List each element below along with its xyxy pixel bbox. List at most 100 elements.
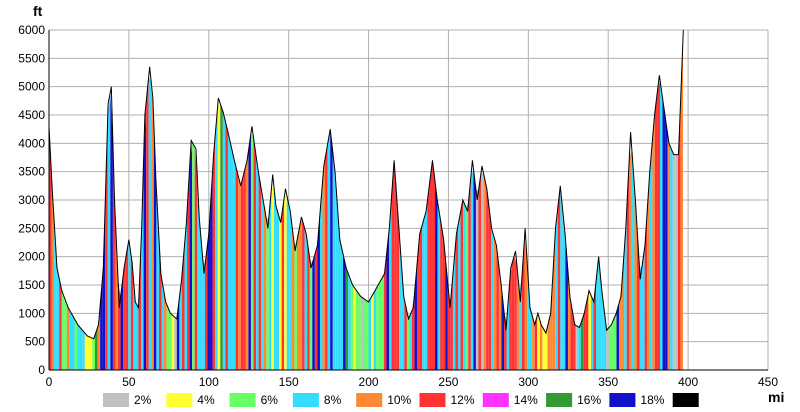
grade-band (296, 227, 300, 370)
legend-label: 2% (134, 393, 152, 407)
y-tick-labels: 0 500 1000 1500 2000 2500 3000 3500 4000 4500 5000… (18, 23, 45, 377)
grade-band (199, 224, 203, 370)
x-tick-label: 450 (758, 375, 778, 389)
grade-band (396, 196, 400, 370)
grade-band (317, 213, 320, 370)
grade-band (463, 200, 466, 370)
grade-band (227, 132, 231, 370)
grade-band (680, 38, 683, 371)
grade-band (312, 254, 315, 370)
y-tick-label: 2500 (18, 221, 45, 235)
grade-band (670, 146, 673, 370)
grade-band (437, 201, 441, 370)
legend-label: 6% (261, 393, 279, 407)
grade-band (465, 204, 469, 370)
grade-band (616, 303, 620, 370)
grade-band (381, 274, 384, 370)
legend-label: 18% (640, 393, 664, 407)
grade-band (171, 314, 175, 370)
grade-band (578, 323, 581, 370)
grade-band (148, 76, 152, 370)
grade-band (442, 233, 446, 370)
grade-band (353, 285, 356, 370)
grade-band (652, 112, 655, 370)
grade-band (662, 98, 666, 370)
grade-band (102, 202, 106, 370)
grade-band (325, 143, 328, 370)
grade-band (212, 135, 216, 370)
grade-band (258, 173, 262, 370)
grade-band (222, 111, 226, 370)
x-tick-label: 200 (359, 375, 379, 389)
grade-band (644, 210, 648, 370)
grade-band (483, 173, 487, 370)
grade-band (330, 129, 333, 370)
grade-band (207, 212, 211, 370)
grade-band (488, 204, 492, 370)
grade-band (629, 150, 632, 370)
legend-swatch (229, 393, 256, 407)
grade-band (532, 315, 535, 370)
grade-band (164, 292, 167, 370)
elevation-outline (48, 29, 684, 340)
grade-band (557, 185, 561, 370)
grade-band (603, 306, 607, 370)
grade-band (596, 256, 599, 370)
legend-swatch (166, 393, 193, 407)
grade-band (174, 316, 177, 370)
grade-band (378, 279, 382, 370)
grade-band (391, 160, 395, 370)
x-tick-label: 300 (518, 375, 538, 389)
grade-band (215, 105, 218, 371)
grade-band (253, 137, 257, 370)
legend-swatch (292, 393, 319, 407)
grade-band (128, 243, 131, 370)
legend-swatch (356, 393, 383, 407)
grade-band (667, 134, 671, 370)
grade-band (486, 185, 489, 370)
grade-band (268, 188, 272, 370)
grade-band (235, 165, 239, 370)
grade-band (120, 275, 124, 370)
grade-band (327, 129, 331, 370)
grade-band (355, 289, 359, 370)
grade-band (550, 279, 553, 370)
grade-band (77, 323, 80, 370)
elevation-line (48, 29, 684, 340)
grade-band (202, 254, 205, 370)
grade-band (263, 203, 267, 370)
grade-band (240, 175, 244, 370)
grade-band (335, 176, 338, 370)
grade-band (580, 316, 584, 370)
grade-band (184, 211, 188, 370)
grade-band (143, 102, 147, 371)
y-tick-label: 2000 (18, 250, 45, 264)
grade-band (194, 146, 198, 370)
grade-band (299, 219, 303, 370)
legend-swatch (419, 393, 446, 407)
grade-band (66, 304, 70, 370)
grade-band (210, 170, 213, 370)
grade-band (130, 253, 134, 370)
y-tick-label: 5000 (18, 80, 45, 94)
grade-band (619, 287, 622, 370)
grade-band (69, 309, 73, 370)
x-tick-label: 50 (122, 375, 136, 389)
legend-label: 4% (197, 393, 215, 407)
grade-band (358, 293, 361, 370)
grade-band (89, 337, 93, 370)
grade-band (373, 288, 377, 370)
grade-band (74, 319, 78, 370)
grade-band (84, 332, 88, 370)
grade-band (314, 245, 318, 370)
grade-band (524, 238, 528, 370)
grade-band (481, 172, 484, 370)
grade-band (291, 224, 295, 370)
grade-band (302, 219, 305, 370)
grade-band (197, 176, 200, 370)
grade-band (552, 234, 556, 370)
grade-band (294, 240, 297, 370)
grade-band (412, 292, 415, 370)
grade-band (583, 305, 586, 370)
